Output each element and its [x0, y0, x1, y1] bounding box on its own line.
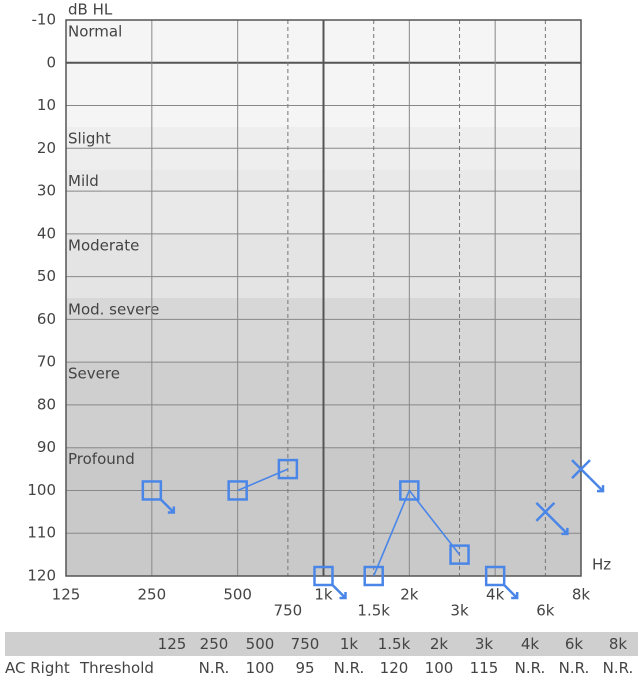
no-response-arrow [503, 584, 519, 600]
table-cell: 100 [424, 659, 454, 677]
threshold-marker [141, 480, 163, 501]
band-label: Slight [68, 129, 111, 147]
table-cell: N.R. [514, 659, 546, 677]
threshold-marker [484, 565, 506, 587]
y-tick-label: 110 [27, 524, 56, 542]
x-tick-label: 4k [486, 586, 505, 604]
y-tick-label: 30 [37, 182, 56, 200]
y-tick-label: 40 [37, 224, 56, 242]
row-sublabel: Threshold [80, 659, 154, 677]
y-tick-label: 10 [37, 96, 56, 114]
row-label: AC Right [5, 659, 70, 677]
threshold-marker [571, 459, 591, 479]
table-cell: N.R. [602, 659, 634, 677]
table-header-cell: 8k [608, 635, 628, 653]
no-response-arrow [159, 498, 176, 514]
x-tick-label: 1k [314, 586, 333, 604]
x-axis-label: Hz [592, 556, 611, 574]
x-tick-label: 8k [572, 586, 591, 604]
y-tick-label: 50 [37, 267, 56, 285]
y-tick-label: 60 [37, 310, 56, 328]
threshold-line [372, 488, 461, 577]
page: dB HL Hz Normal Slight Mild Moderate Mod. se… [5, 0, 638, 677]
x-tick-label: 6k [536, 602, 555, 620]
table-header-cell: 250 [199, 635, 229, 653]
table-header-cell: 1k [339, 635, 359, 653]
table-cell: 95 [295, 659, 315, 677]
band-label: Moderate [68, 236, 139, 254]
y-tick-label: 0 [46, 53, 56, 71]
no-response-arrow [589, 477, 605, 493]
table-header-cell: 1.5k [377, 635, 411, 653]
threshold-marker [227, 480, 248, 501]
x-tick-label: 750 [274, 602, 303, 620]
table-cell: N.R. [333, 659, 365, 677]
x-tick-label: 500 [223, 586, 252, 604]
table-cell: N.R. [558, 659, 590, 677]
table-header-cell: 500 [245, 635, 275, 653]
table-cell: 120 [379, 659, 409, 677]
table-header [5, 632, 638, 656]
threshold-marker [535, 501, 556, 522]
no-response-arrow [331, 584, 347, 600]
table-cell: N.R. [198, 659, 230, 677]
table-header-cell: 2k [429, 635, 449, 653]
threshold-marker [363, 565, 384, 587]
threshold-marker [449, 544, 470, 565]
threshold-marker [399, 480, 420, 501]
band-label: Profound [68, 450, 135, 468]
y-tick-label: 70 [37, 353, 56, 371]
y-tick-label: 100 [27, 481, 56, 499]
x-tick-label: 250 [138, 586, 167, 604]
x-tick-label: 3k [450, 602, 469, 620]
threshold-marker [277, 458, 299, 480]
table-cell: 115 [469, 659, 499, 677]
plot-frame [65, 19, 582, 577]
y-tick-label: 120 [27, 567, 56, 585]
no-response-arrow [553, 519, 569, 536]
table-header-cell: 3k [474, 635, 494, 653]
y-tick-label: -10 [32, 11, 57, 29]
threshold-marker [313, 565, 334, 587]
band-label: Mild [68, 172, 99, 190]
table-header-cell: 4k [520, 635, 540, 653]
band-label: Severe [68, 365, 120, 383]
y-tick-label: 80 [37, 395, 56, 413]
table-header-cell: 750 [290, 635, 320, 653]
y-tick-label: 90 [37, 438, 56, 456]
y-tick-label: 20 [37, 139, 56, 157]
x-tick-label: 2k [400, 586, 419, 604]
x-tick-label: 125 [52, 586, 81, 604]
table-cell: 100 [245, 659, 275, 677]
table-header-cell: 6k [564, 635, 584, 653]
band-label: Mod. severe [68, 301, 159, 319]
band-label: Normal [68, 23, 122, 41]
y-axis-label: dB HL [68, 1, 113, 19]
table-header-cell: 125 [157, 635, 187, 653]
chart: dB HL Hz Normal Slight Mild Moderate Mod. se… [27, 1, 611, 620]
x-tick-label: 1.5k [357, 602, 390, 620]
